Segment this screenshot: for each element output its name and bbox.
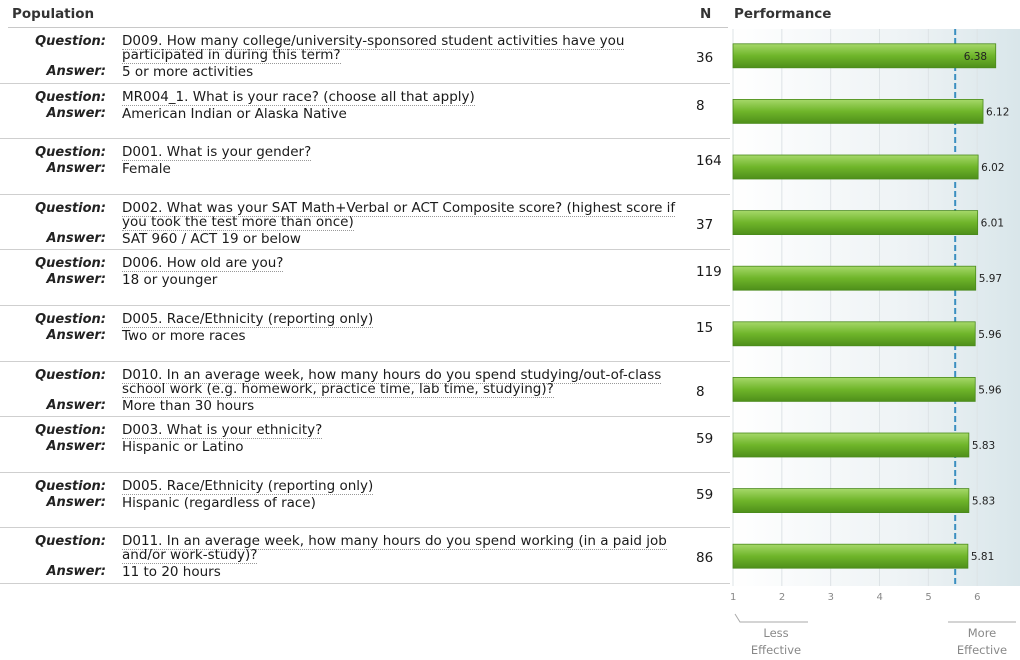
performance-bar [732,376,976,402]
bar-value-label: 6.12 [986,106,1009,118]
performance-bar [732,432,970,458]
effectiveness-label: Effective [751,643,801,657]
performance-bar [732,43,997,69]
answer-text: More than 30 hours [122,397,255,414]
table-row: Question: D002. What was your SAT Math+Ve… [0,195,730,251]
answer-text: Hispanic (regardless of race) [122,494,316,511]
answer-text: Hispanic or Latino [122,439,244,456]
question-text: D001. What is your gender? [122,144,312,162]
n-value: 86 [696,550,714,567]
answer-text: SAT 960 / ACT 19 or below [122,230,301,247]
answer-text: 5 or more activities [122,64,254,80]
answer-text: American Indian or Alaska Native [122,105,347,122]
bar-value-label: 5.96 [978,329,1002,341]
answer-label: Answer: [46,564,107,580]
question-label: Question: [35,256,106,272]
table-row: Question: D011. In an average week, how m… [0,528,730,584]
question-text: D005. Race/Ethnicity (reporting only) [122,311,374,328]
n-value: 119 [696,264,722,281]
question-label: Question: [35,200,106,216]
bar-value-label: 5.83 [972,496,995,508]
x-tick-label: 2 [779,592,785,603]
bar-value-label: 6.38 [964,51,987,63]
question-label: Question: [35,367,106,383]
table-row: Question: D009. How many college/universi… [0,28,730,84]
n-value: 36 [696,50,714,66]
performance-bar [732,210,979,236]
effectiveness-label: More [968,626,997,640]
answer-label: Answer: [46,161,107,177]
effectiveness-label: Effective [957,643,1007,657]
n-value: 59 [696,431,714,448]
answer-text: Female [122,161,171,178]
question-label: Question: [35,478,106,494]
question-label: Question: [35,534,106,550]
table-row: Question: D005. Race/Ethnicity (reporting… [0,306,730,362]
effectiveness-label: Less [763,626,788,640]
table-row: Question: D003. What is your ethnicity? An… [0,417,730,473]
scale-bracket [734,613,808,623]
bar-value-label: 5.97 [979,273,1002,285]
n-value: 164 [696,153,722,170]
table-row: Question: D001. What is your gender? Answe… [0,139,730,195]
question-text: D003. What is your ethnicity? [122,422,323,440]
answer-label: Answer: [46,439,107,455]
n-value: 15 [696,320,714,336]
answer-text: 18 or younger [122,272,218,289]
table-row: Question: D010. In an average week, how m… [0,362,730,418]
answer-label: Answer: [46,397,107,413]
answer-label: Answer: [46,105,107,121]
question-text: D010. In an average week, how many hours… [122,366,662,398]
table-row: Question: D005. Race/Ethnicity (reporting… [0,473,730,529]
performance-bar [732,321,976,347]
performance-bar [732,99,984,124]
question-text: D005. Race/Ethnicity (reporting only) [122,477,374,495]
performance-bar [732,154,979,180]
bar-value-label: 5.81 [971,551,994,563]
table-row: Question: MR004_1. What is your race? (ch… [0,84,730,140]
answer-label: Answer: [46,494,107,510]
x-tick-label: 5 [925,592,931,603]
x-tick-label: 1 [730,592,736,603]
answer-label: Answer: [46,64,107,79]
question-text: D011. In an average week, how many hours… [122,533,667,565]
x-tick-label: 3 [828,592,834,603]
n-value: 8 [696,97,705,114]
x-tick-label: 6 [974,592,980,603]
bar-value-label: 6.01 [981,218,1004,230]
question-text: D002. What was your SAT Math+Verbal or A… [122,199,676,231]
question-text: MR004_1. What is your race? (choose all … [122,88,475,106]
bar-value-label: 5.96 [978,384,1002,396]
question-text: D009. How many college/university-sponso… [122,33,625,64]
performance-header: Performance [734,6,832,22]
bar-value-label: 5.83 [972,440,995,452]
table-row: Question: D006. How old are you? Answer: 18… [0,250,730,306]
performance-bar [732,488,970,514]
answer-label: Answer: [46,272,107,288]
n-header: N [700,6,712,22]
answer-label: Answer: [46,230,107,246]
performance-bar [732,265,977,291]
population-header: Population [12,6,95,22]
bar-value-label: 6.02 [981,162,1004,174]
header-divider [8,27,728,28]
x-tick-label: 4 [877,592,883,603]
n-value: 37 [696,216,714,233]
question-label: Question: [35,145,106,161]
question-text: D006. How old are you? [122,255,284,273]
answer-label: Answer: [46,328,107,343]
question-label: Question: [35,89,106,105]
question-label: Question: [35,312,106,327]
performance-bar [732,543,969,569]
n-value: 8 [696,383,705,400]
question-label: Question: [35,423,106,439]
question-label: Question: [35,34,106,49]
answer-text: 11 to 20 hours [122,564,221,581]
answer-text: Two or more races [122,328,246,344]
n-value: 59 [696,486,714,503]
